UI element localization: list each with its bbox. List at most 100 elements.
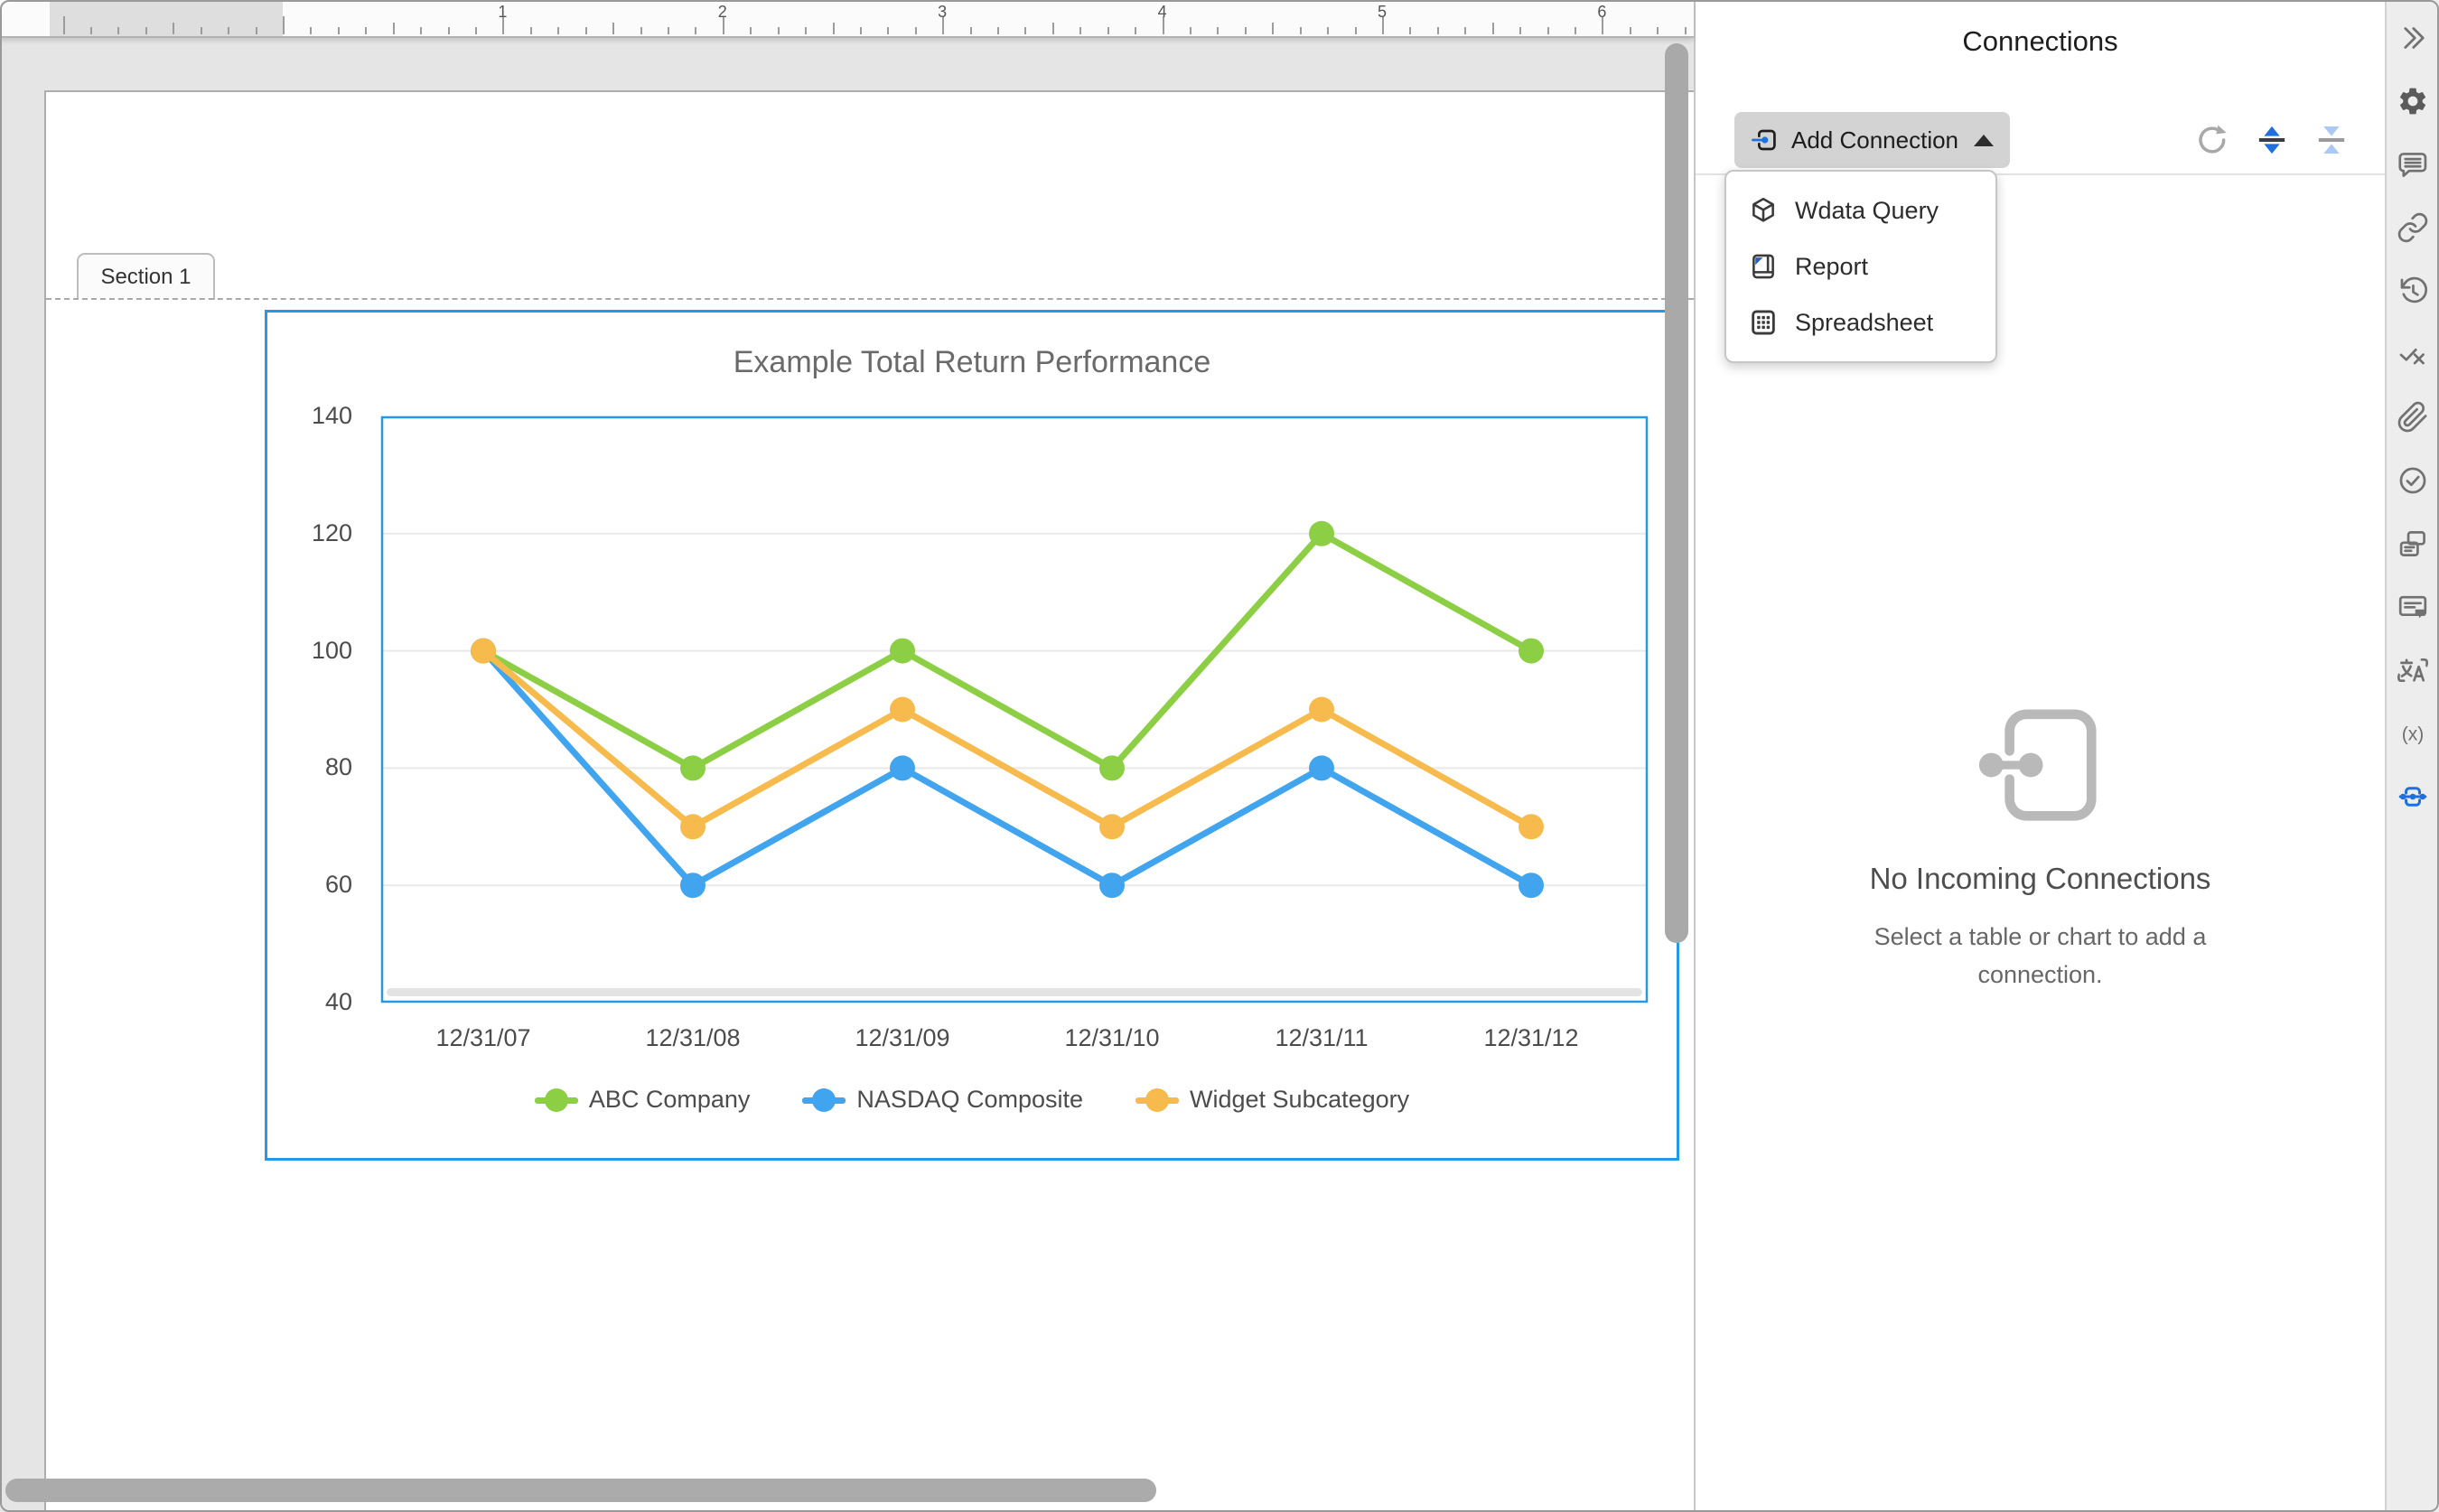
formula-rail-button[interactable]: (x) (2395, 715, 2431, 751)
y-axis-label: 60 (324, 871, 352, 899)
document-canvas: Section 1 Example Total Return Performan… (0, 36, 1694, 1512)
ruler-tick (832, 23, 835, 34)
formula-icon: (x) (2397, 717, 2429, 750)
connections-toolbar: Add Connection (1734, 112, 2350, 168)
ruler-tick (1657, 27, 1659, 34)
ruler-tick (1464, 27, 1467, 34)
ruler-tick (90, 27, 93, 34)
legend-item: NASDAQ Composite (802, 1086, 1083, 1114)
translate-icon (2397, 654, 2429, 686)
ruler-tick (640, 27, 642, 34)
menu-item-wdata-query[interactable]: Wdata Query (1726, 182, 1995, 238)
vertical-scrollbar-thumb[interactable] (1665, 43, 1688, 943)
legend-marker-icon (802, 1087, 846, 1113)
menu-item-label: Report (1795, 252, 1869, 280)
collapse-panel-rail-button[interactable] (2395, 20, 2431, 56)
add-connection-menu: Wdata Query Report Spreadsheet (1724, 170, 1997, 363)
no-connections-icon (1973, 697, 2108, 833)
tasks-icon (2397, 464, 2429, 497)
expand-all-button[interactable] (2253, 121, 2291, 159)
ruler-tick (1299, 27, 1302, 34)
ruler-tick (474, 27, 477, 34)
ruler-tick (1629, 27, 1631, 34)
collapse-all-button[interactable] (2313, 121, 2350, 159)
chart-title: Example Total Return Performance (733, 345, 1211, 379)
refresh-button[interactable] (2193, 121, 2231, 159)
empty-state-heading: No Incoming Connections (1869, 862, 2211, 895)
x-axis-label: 12/31/10 (1064, 1024, 1160, 1051)
ruler-tick (529, 27, 532, 34)
chart-object[interactable]: Example Total Return Performance 140 120 1… (265, 310, 1679, 1161)
link-rail-button[interactable] (2395, 210, 2431, 246)
tasks-rail-button[interactable] (2395, 462, 2431, 499)
ruler-tick (887, 27, 890, 34)
ruler-tick (1107, 27, 1109, 34)
x-axis-label: 12/31/09 (855, 1024, 950, 1051)
connections-icon (2397, 780, 2429, 813)
comments-rail-button[interactable] (2395, 146, 2431, 182)
legend-marker-icon (534, 1087, 578, 1113)
notes-rail-button[interactable] (2395, 589, 2431, 625)
connections-rail-button[interactable] (2395, 779, 2431, 815)
add-connection-label: Add Connection (1791, 126, 1959, 154)
ruler-tick (255, 27, 257, 34)
horizontal-scrollbar-thumb[interactable] (5, 1479, 1156, 1502)
ruler-tick (1602, 16, 1604, 34)
ruler-number: 5 (1377, 3, 1387, 21)
copies-icon (2397, 527, 2429, 560)
copies-rail-button[interactable] (2395, 526, 2431, 562)
review-check-x-rail-button[interactable] (2395, 336, 2431, 372)
collapse-all-icon (2313, 122, 2350, 158)
notes-icon (2397, 591, 2429, 623)
section-tab[interactable]: Section 1 (77, 253, 215, 300)
ruler-tick (1244, 27, 1247, 34)
ruler-tick (173, 23, 175, 34)
ruler-tick (942, 16, 945, 34)
ruler-tick (584, 27, 587, 34)
history-rail-button[interactable] (2395, 273, 2431, 309)
ruler-tick (1190, 27, 1192, 34)
ruler-tick (337, 27, 340, 34)
no-connections-icon (1973, 697, 2108, 833)
panel-toolbar-icons (2193, 121, 2350, 159)
ruler-tick (1409, 27, 1412, 34)
right-toolbar-rail: (x) (2385, 0, 2439, 1512)
ruler-number: 3 (938, 3, 948, 21)
ruler-tick (1436, 27, 1439, 34)
attachments-icon (2397, 401, 2429, 434)
menu-item-spreadsheet[interactable]: Spreadsheet (1726, 294, 1995, 350)
ruler-tick (1519, 27, 1522, 34)
expand-all-icon (2254, 122, 2290, 158)
add-connection-button[interactable]: Add Connection (1734, 112, 2011, 168)
legend-label: Widget Subcategory (1190, 1086, 1410, 1113)
ruler-tick (145, 27, 147, 34)
ruler-tick (1051, 23, 1054, 34)
attachments-rail-button[interactable] (2395, 399, 2431, 435)
svg-text:(x): (x) (2402, 724, 2425, 745)
link-icon (2397, 211, 2429, 244)
connections-panel: Connections Add Connection Wdata Query Re… (1694, 0, 2385, 1512)
review-check-x-icon (2397, 338, 2429, 370)
ruler-tick (1327, 27, 1330, 34)
section-divider-line (46, 298, 1694, 300)
translate-rail-button[interactable] (2395, 652, 2431, 688)
ruler-tick (695, 27, 697, 34)
menu-item-report[interactable]: Report (1726, 238, 1995, 294)
ruler-tick (1217, 27, 1220, 34)
x-axis-label: 12/31/08 (645, 1024, 741, 1051)
y-axis-label: 120 (311, 518, 352, 546)
panel-title: Connections (1962, 25, 2118, 57)
ruler-number: 2 (717, 3, 727, 21)
ruler-tick (310, 27, 313, 34)
ruler-tick (1684, 27, 1687, 34)
settings-rail-button[interactable] (2395, 83, 2431, 119)
y-axis-label: 140 (311, 402, 352, 429)
legend-item: ABC Company (534, 1086, 750, 1114)
ruler-tick (805, 27, 808, 34)
horizontal-ruler: 1 2 3 4 5 6 (0, 0, 1694, 38)
ruler-tick (1024, 27, 1027, 34)
ruler-tick (969, 27, 972, 34)
panel-divider (1696, 173, 2385, 175)
add-connection-icon (1751, 126, 1780, 154)
ruler-tick (1382, 16, 1384, 34)
